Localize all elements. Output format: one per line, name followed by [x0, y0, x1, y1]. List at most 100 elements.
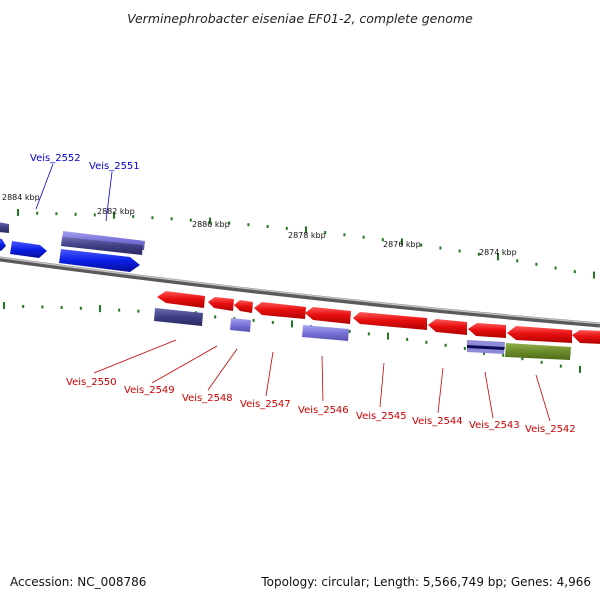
position-label: 2874 kbp: [479, 248, 517, 257]
gene-arrow[interactable]: [234, 300, 253, 313]
label-leaders-bottom: [93, 339, 551, 422]
position-label: 2876 kbp: [383, 240, 421, 249]
minor-tick: [271, 320, 274, 324]
minor-tick: [41, 305, 44, 309]
minor-tick: [535, 262, 538, 266]
gene-label[interactable]: Veis_2547: [240, 399, 291, 410]
gene-block[interactable]: [230, 318, 251, 332]
minor-tick: [348, 329, 351, 333]
position-label: 2882 kbp: [97, 207, 135, 216]
minor-tick: [540, 360, 543, 364]
gene-block[interactable]: [302, 325, 349, 341]
gene-block[interactable]: [467, 345, 505, 350]
minor-tick: [137, 309, 140, 313]
minor-tick: [151, 216, 154, 220]
major-tick: [579, 365, 581, 373]
minor-tick: [118, 308, 121, 312]
gene-arrow[interactable]: [428, 319, 467, 335]
major-tick: [497, 253, 499, 261]
gene-arrow[interactable]: [507, 326, 572, 343]
minor-tick: [573, 270, 576, 274]
minor-tick: [74, 212, 77, 216]
minor-tick: [477, 252, 480, 256]
minor-tick: [36, 211, 39, 215]
gene-arrow[interactable]: [0, 238, 6, 251]
minor-tick: [420, 243, 423, 247]
genome-summary-text: Topology: circular; Length: 5,566,749 bp…: [260, 575, 591, 589]
minor-tick: [516, 259, 519, 263]
major-tick: [401, 238, 403, 246]
major-tick: [305, 226, 307, 234]
gene-arrow[interactable]: [61, 237, 143, 255]
gene-arrow[interactable]: [305, 307, 351, 324]
major-tick: [593, 271, 595, 279]
map-title: Verminephrobacter eiseniae EF01-2, compl…: [127, 11, 473, 26]
position-label: 2878 kbp: [288, 231, 326, 240]
minor-tick: [132, 215, 135, 219]
gene-label[interactable]: Veis_2552: [30, 153, 81, 164]
minor-tick: [554, 266, 557, 270]
gene-arrow[interactable]: [254, 302, 306, 319]
minor-tick: [247, 223, 250, 227]
gene-label[interactable]: Veis_2545: [356, 411, 407, 422]
minor-tick: [214, 315, 217, 319]
minor-tick: [367, 332, 370, 336]
position-label: 2880 kbp: [192, 220, 230, 229]
gene-label[interactable]: Veis_2542: [525, 424, 576, 435]
gene-label[interactable]: Veis_2549: [124, 385, 175, 396]
gene-label[interactable]: Veis_2546: [298, 405, 349, 416]
minor-tick: [189, 218, 192, 222]
gene-arrow[interactable]: [157, 291, 205, 308]
genome-backbone-highlight: [0, 256, 600, 325]
label-leaders-top: [35, 163, 113, 222]
gene-arrow[interactable]: [468, 323, 506, 338]
minor-tick: [228, 221, 231, 225]
forward-strand-genes: [0, 222, 145, 272]
minor-tick: [285, 226, 288, 230]
major-tick: [291, 320, 293, 328]
minor-tick: [559, 364, 562, 368]
gene-arrow[interactable]: [208, 297, 234, 311]
gene-label[interactable]: Veis_2550: [66, 377, 117, 388]
minor-tick: [439, 246, 442, 250]
reverse-strand-genes: [154, 291, 600, 360]
gene-block[interactable]: [505, 343, 571, 360]
gene-arrow[interactable]: [59, 249, 140, 272]
minor-tick: [93, 213, 96, 217]
minor-tick: [324, 231, 327, 234]
minor-tick: [170, 217, 173, 221]
gene-arrow[interactable]: [353, 312, 427, 330]
gene-arrow[interactable]: [572, 330, 600, 344]
minor-tick: [502, 353, 505, 357]
minor-tick: [463, 347, 466, 350]
minor-tick: [79, 306, 82, 310]
gene-label[interactable]: Veis_2548: [182, 393, 233, 404]
minor-tick: [425, 340, 428, 344]
minor-tick: [343, 233, 346, 237]
gene-arrow[interactable]: [10, 241, 47, 258]
minor-tick: [444, 343, 447, 347]
position-ticks-top: [17, 209, 595, 279]
minor-tick: [55, 212, 58, 216]
minor-tick: [22, 304, 25, 308]
minor-tick: [252, 318, 255, 322]
major-tick: [3, 302, 5, 309]
minor-tick: [381, 238, 384, 242]
gene-label[interactable]: Veis_2551: [89, 161, 140, 172]
minor-tick: [266, 225, 269, 228]
minor-tick: [60, 306, 63, 309]
major-tick: [17, 209, 19, 216]
minor-tick: [406, 337, 409, 341]
minor-tick: [458, 249, 461, 253]
major-tick: [113, 211, 115, 219]
position-label: 2884 kbp: [2, 193, 40, 202]
gene-arrow[interactable]: [0, 222, 9, 233]
gene-block[interactable]: [154, 308, 203, 326]
gene-label[interactable]: Veis_2543: [469, 420, 520, 431]
accession-text: Accession: NC_008786: [10, 575, 146, 589]
major-tick: [387, 332, 389, 340]
gene-label[interactable]: Veis_2544: [412, 416, 463, 427]
genome-backbone: [0, 256, 600, 328]
minor-tick: [362, 235, 365, 239]
